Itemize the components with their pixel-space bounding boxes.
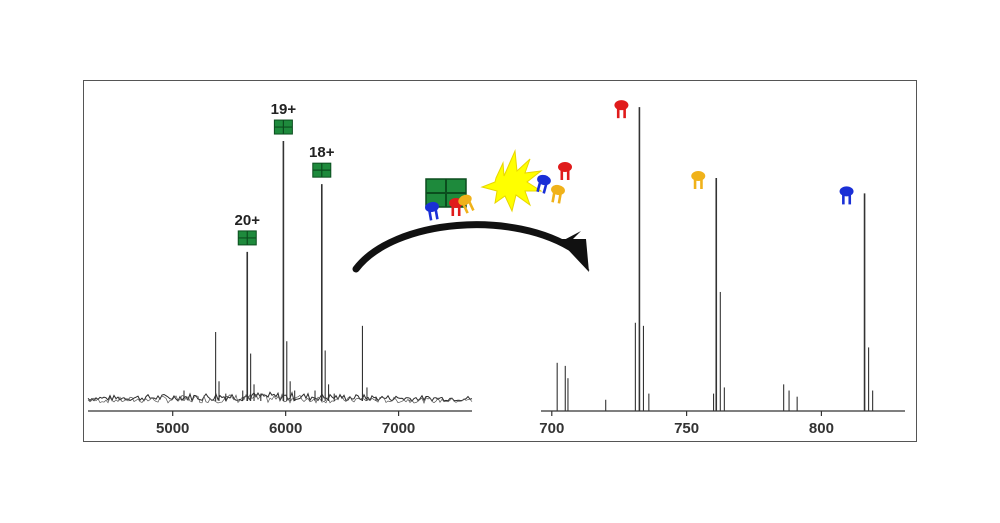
charge-state-label: 18+ [309, 144, 335, 161]
left-noise-baseline-overlay [87, 393, 473, 404]
protein-complex-marker-icon [312, 162, 332, 178]
red-fragment-icon [614, 100, 629, 119]
arrow-head-fill [558, 239, 589, 272]
charge-state-annotation: 20+ [235, 212, 261, 246]
left-x-tick-label: 5000 [156, 420, 189, 437]
right-x-tick-label: 750 [674, 420, 699, 437]
protein-complex-marker-icon [273, 119, 293, 135]
charge-state-label: 20+ [235, 212, 261, 229]
charge-state-label: 19+ [271, 101, 297, 118]
released-red-lipid-icon [558, 162, 572, 180]
yellow-fragment-icon [691, 171, 706, 189]
released-yellow-lipid-icon [548, 183, 566, 205]
right-x-tick-label: 700 [539, 420, 564, 437]
released-blue-lipid-icon [533, 173, 553, 195]
charge-state-annotation: 19+ [271, 101, 297, 135]
right-x-tick-label: 800 [809, 420, 834, 437]
left-x-tick-label: 6000 [269, 420, 302, 437]
curved-arrow-icon [352, 221, 580, 273]
right-spectrum: 700 750 800 [539, 100, 905, 437]
mass-spectra-figure: 5000 6000 7000 20+ 19+ 18+ 700 750 800 [87, 100, 905, 437]
left-spectrum: 5000 6000 7000 20+ 19+ 18+ [87, 101, 473, 437]
left-noise-baseline [87, 391, 473, 403]
figure-panel: 5000 6000 7000 20+ 19+ 18+ 700 750 800 [83, 80, 917, 442]
charge-state-annotation: 18+ [309, 144, 335, 178]
protein-complex-marker-icon [237, 230, 257, 246]
blue-fragment-icon [839, 186, 854, 205]
left-x-tick-label: 7000 [382, 420, 415, 437]
dissociation-illustration [352, 149, 590, 273]
collision-burst-icon [480, 149, 543, 213]
